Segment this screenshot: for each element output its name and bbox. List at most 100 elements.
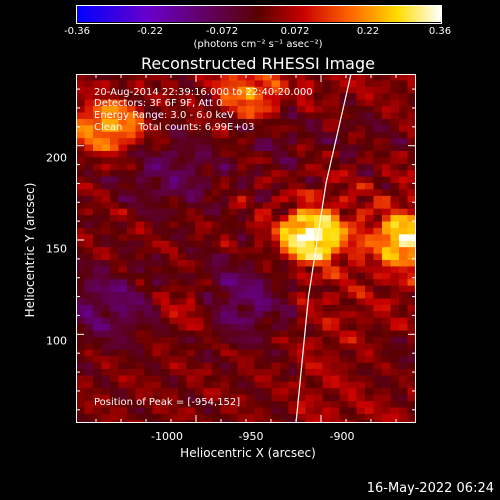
heatmap-cell xyxy=(152,183,162,191)
heatmap-cell xyxy=(399,272,409,280)
heatmap-cell xyxy=(246,304,256,312)
heatmap-cell xyxy=(280,401,290,409)
heatmap-cell xyxy=(382,413,392,421)
heatmap-cell xyxy=(390,401,400,409)
heatmap-cell xyxy=(127,144,137,152)
heatmap-cell xyxy=(101,112,111,120)
heatmap-cell xyxy=(246,144,256,152)
heatmap-cell xyxy=(161,343,171,351)
heatmap-cell xyxy=(212,362,222,370)
heatmap-cell xyxy=(220,189,230,197)
heatmap-cell xyxy=(322,420,332,423)
heatmap-cell xyxy=(169,157,179,165)
heatmap-cell xyxy=(161,369,171,377)
heatmap-cell xyxy=(254,285,264,293)
heatmap-cell xyxy=(127,317,137,325)
heatmap-cell xyxy=(288,369,298,377)
heatmap-cell xyxy=(84,74,94,82)
heatmap-cell xyxy=(390,240,400,248)
heatmap-cell xyxy=(101,150,111,158)
heatmap-cell xyxy=(84,420,94,423)
heatmap-cell xyxy=(373,298,383,306)
heatmap-cell xyxy=(339,304,349,312)
heatmap-cell xyxy=(101,369,111,377)
heatmap-cell xyxy=(110,272,120,280)
heatmap-cell xyxy=(314,362,324,370)
heatmap-cell xyxy=(237,362,247,370)
heatmap-cell xyxy=(271,401,281,409)
heatmap-cell xyxy=(76,336,86,344)
colorbar-tick-label: 0.36 xyxy=(428,26,452,37)
heatmap-cell xyxy=(178,356,188,364)
heatmap-cell xyxy=(229,394,239,402)
heatmap-cell xyxy=(365,362,375,370)
heatmap-cell xyxy=(365,131,375,139)
heatmap-cell xyxy=(195,375,205,383)
heatmap-cell xyxy=(110,330,120,338)
heatmap-cell xyxy=(152,240,162,248)
heatmap-cell xyxy=(314,266,324,274)
heatmap-cell xyxy=(271,324,281,332)
heatmap-cell xyxy=(263,356,273,364)
heatmap-cell xyxy=(356,317,366,325)
heatmap-cell xyxy=(246,163,256,171)
heatmap-cell xyxy=(229,260,239,268)
heatmap-cell xyxy=(118,189,128,197)
heatmap-cell xyxy=(229,298,239,306)
heatmap-cell xyxy=(271,202,281,210)
heatmap-cell xyxy=(356,375,366,383)
heatmap-cell xyxy=(373,292,383,300)
heatmap-cell xyxy=(288,394,298,402)
heatmap-cell xyxy=(203,420,213,423)
heatmap-cell xyxy=(339,118,349,126)
heatmap-cell xyxy=(271,247,281,255)
heatmap-cell xyxy=(305,407,315,415)
heatmap-cell xyxy=(322,150,332,158)
heatmap-cell xyxy=(348,93,358,101)
heatmap-cell xyxy=(297,106,307,114)
heatmap-cell xyxy=(169,221,179,229)
heatmap-cell xyxy=(331,118,341,126)
heatmap-cell xyxy=(331,125,341,133)
heatmap-cell xyxy=(152,157,162,165)
heatmap-cell xyxy=(271,311,281,319)
heatmap-cell xyxy=(280,215,290,223)
heatmap-cell xyxy=(280,253,290,261)
heatmap-cell xyxy=(382,221,392,229)
heatmap-cell xyxy=(373,150,383,158)
heatmap-cell xyxy=(237,349,247,357)
heatmap-cell xyxy=(399,202,409,210)
heatmap-cell xyxy=(195,189,205,197)
heatmap-cell xyxy=(348,394,358,402)
heatmap-cell xyxy=(195,253,205,261)
heatmap-cell xyxy=(339,285,349,293)
heatmap-cell xyxy=(203,317,213,325)
heatmap-cell xyxy=(271,253,281,261)
heatmap-cell xyxy=(135,285,145,293)
heatmap-cell xyxy=(339,253,349,261)
heatmap-cell xyxy=(220,195,230,203)
heatmap-cell xyxy=(220,247,230,255)
heatmap-cell xyxy=(237,272,247,280)
heatmap-cell xyxy=(144,234,154,242)
heatmap-cell xyxy=(110,247,120,255)
heatmap-cell xyxy=(246,80,256,88)
heatmap-cell xyxy=(356,74,366,82)
heatmap-cell xyxy=(144,336,154,344)
heatmap-cell xyxy=(246,381,256,389)
heatmap-cell xyxy=(280,99,290,107)
heatmap-cell xyxy=(110,144,120,152)
heatmap-cell xyxy=(169,202,179,210)
heatmap-cell xyxy=(407,388,416,396)
heatmap-cell xyxy=(407,176,416,184)
heatmap-cell xyxy=(246,375,256,383)
heatmap-cell xyxy=(271,138,281,146)
heatmap-cell xyxy=(271,86,281,94)
heatmap-cell xyxy=(322,253,332,261)
heatmap-cell xyxy=(322,317,332,325)
x-tick-label: -1000 xyxy=(151,430,183,443)
heatmap-cell xyxy=(331,195,341,203)
heatmap-cell xyxy=(203,401,213,409)
heatmap-cell xyxy=(237,189,247,197)
heatmap-cell xyxy=(356,279,366,287)
